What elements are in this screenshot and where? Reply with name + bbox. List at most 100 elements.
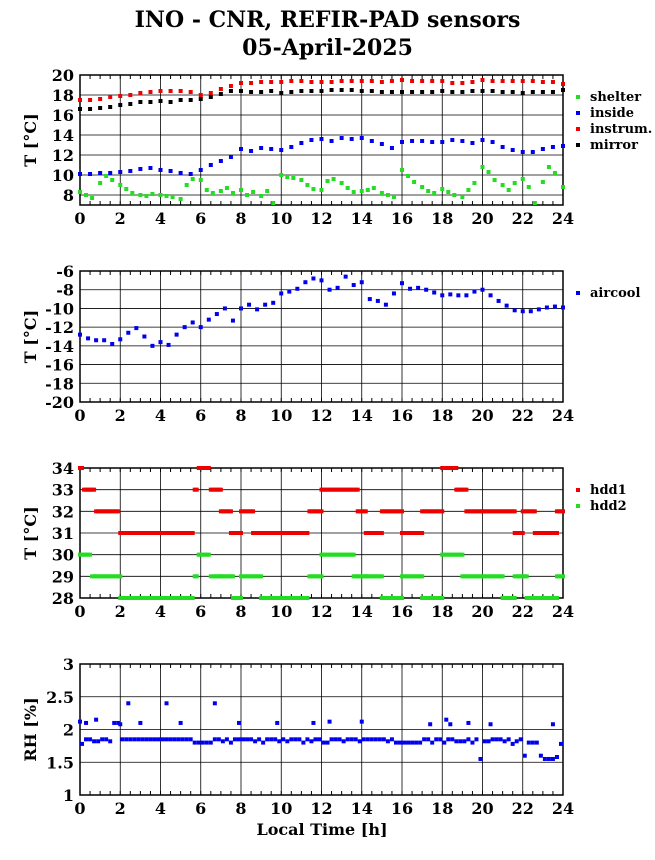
data-point [381, 509, 386, 514]
data-point [118, 574, 123, 579]
data-point [88, 552, 93, 557]
data-point [474, 737, 479, 742]
data-point [359, 136, 364, 140]
data-point [216, 574, 221, 579]
data-point [558, 574, 563, 579]
data-point [92, 739, 97, 744]
data-point [245, 574, 250, 579]
data-point [323, 487, 328, 492]
data-point [265, 596, 270, 600]
data-point [486, 739, 491, 744]
data-point [230, 596, 235, 600]
legend-label: mirror [590, 138, 638, 153]
data-point [132, 531, 137, 535]
data-point [118, 170, 123, 174]
data-point [269, 147, 274, 151]
data-point [222, 574, 227, 579]
x-tick-label: 16 [391, 406, 413, 425]
data-point [198, 168, 203, 172]
data-point [204, 188, 209, 192]
data-point [269, 89, 274, 93]
data-point [124, 596, 129, 600]
data-point [339, 552, 344, 557]
data-point [313, 574, 318, 579]
data-point [148, 737, 153, 742]
data-point [212, 574, 217, 579]
data-point [432, 290, 437, 295]
data-point [311, 720, 316, 725]
data-point [283, 596, 288, 600]
data-point [232, 596, 237, 600]
data-point [218, 92, 223, 96]
data-point [500, 509, 505, 514]
data-point [530, 150, 535, 154]
data-point [347, 487, 352, 492]
data-point [174, 332, 179, 337]
data-point [561, 185, 565, 189]
data-point [385, 596, 390, 600]
data-point [259, 531, 264, 535]
data-point [202, 552, 207, 557]
data-point [90, 574, 95, 579]
y-axis-label: T [°C] [21, 310, 40, 363]
data-point [226, 574, 231, 579]
data-point [208, 163, 213, 167]
data-point [480, 138, 485, 142]
data-point [110, 341, 115, 346]
x-tick-label: 12 [310, 209, 332, 228]
data-point [168, 737, 173, 742]
data-point [426, 189, 431, 193]
data-point [522, 753, 527, 758]
data-point [309, 739, 314, 744]
data-point [96, 509, 101, 514]
data-point [100, 737, 105, 742]
data-point [106, 574, 111, 579]
legend-swatch [576, 488, 580, 492]
data-point [510, 148, 515, 152]
data-point [502, 596, 507, 600]
data-point [214, 312, 219, 317]
data-point [309, 138, 314, 142]
data-point [504, 303, 509, 308]
data-point [512, 596, 517, 600]
data-point [510, 79, 515, 83]
x-tick-label: 16 [391, 799, 413, 818]
x-tick-label: 0 [74, 602, 85, 621]
data-point [150, 531, 155, 535]
data-point [524, 574, 529, 579]
data-point [448, 292, 453, 297]
data-point [327, 719, 332, 724]
data-point [367, 531, 372, 535]
data-point [472, 289, 477, 294]
data-point [94, 509, 99, 514]
data-point [273, 531, 278, 535]
data-point [138, 193, 143, 197]
data-point [500, 79, 505, 83]
data-point [228, 574, 233, 579]
data-point [188, 596, 193, 600]
data-point [506, 188, 511, 192]
data-point [230, 531, 235, 535]
data-point [88, 107, 93, 111]
data-point [359, 79, 364, 83]
data-point [239, 188, 243, 192]
data-point [349, 552, 354, 557]
data-point [550, 145, 555, 149]
data-point [166, 531, 171, 535]
y-tick-label: -14 [45, 337, 74, 356]
data-point [82, 487, 87, 492]
data-point [522, 509, 527, 514]
data-point [230, 318, 235, 323]
x-tick-label: 16 [391, 602, 413, 621]
data-point [96, 739, 101, 744]
data-point [287, 596, 292, 600]
data-point [389, 90, 394, 94]
data-point [118, 94, 123, 98]
data-point [88, 172, 93, 176]
data-point [450, 138, 455, 142]
data-point [253, 531, 258, 535]
data-point [78, 98, 82, 102]
data-point [279, 91, 284, 95]
data-point [400, 574, 404, 579]
